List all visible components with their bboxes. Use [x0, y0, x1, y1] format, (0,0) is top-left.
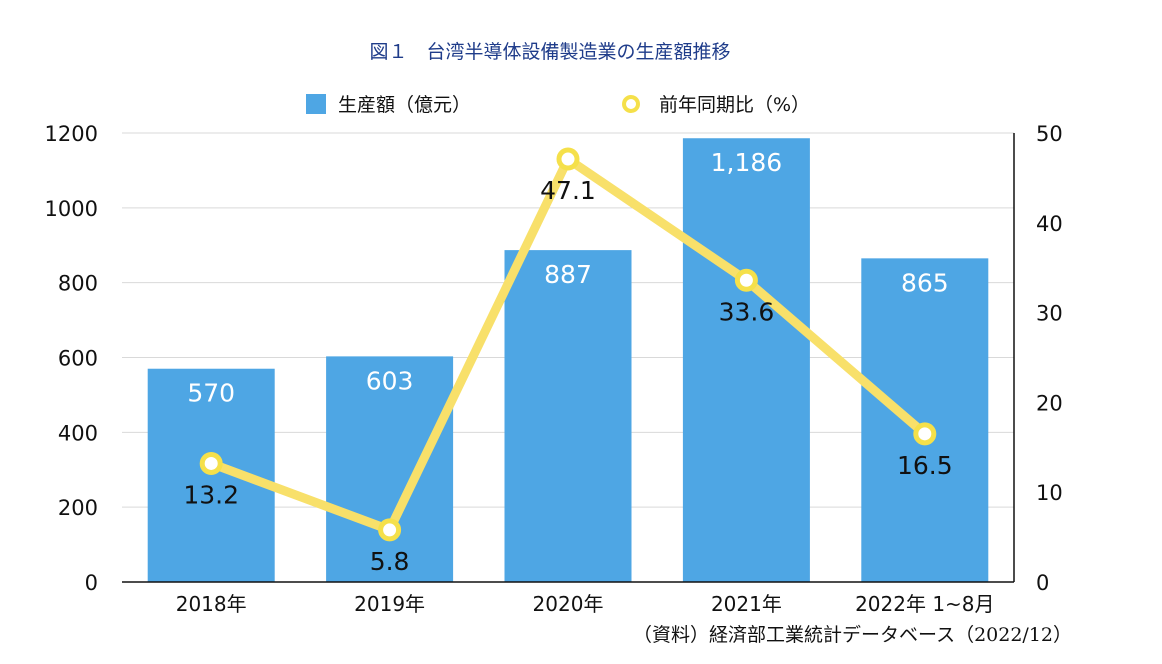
legend-bar-swatch	[306, 94, 326, 114]
bar-value-label: 603	[366, 366, 414, 395]
bar-value-label: 887	[544, 260, 592, 289]
x-tick-label: 2021年	[711, 592, 782, 616]
line-value-label: 5.8	[370, 547, 410, 576]
line-value-label: 33.6	[719, 297, 775, 326]
line-point	[556, 147, 580, 171]
y-left-tick-label: 400	[58, 421, 98, 445]
bar	[504, 250, 632, 582]
chart-title: 図１ 台湾半導体設備製造業の生産額推移	[369, 41, 730, 63]
legend-line-swatch	[622, 95, 640, 113]
legend: 生産額（億元） 前年同期比（%）	[306, 94, 810, 116]
line-value-label: 16.5	[897, 451, 953, 480]
x-tick-label: 2019年	[354, 592, 425, 616]
line-value-label: 13.2	[183, 480, 239, 509]
bar	[326, 356, 454, 582]
axes	[122, 133, 1015, 583]
y-right-tick-label: 10	[1036, 481, 1063, 505]
y-right-tick-label: 50	[1036, 122, 1063, 146]
bar	[682, 138, 810, 582]
y-right-tick-label: 40	[1036, 212, 1063, 236]
line-series	[199, 147, 937, 542]
data-labels: 570 603 887 1,186 865 13.2 5.8 47.1 33.6 16.5	[183, 148, 952, 576]
line-point	[199, 451, 223, 475]
x-tick-label: 2022年 1~8月	[855, 592, 994, 616]
source-note: （資料）経済部工業統計データベース（2022/12）	[633, 624, 1072, 646]
legend-line-label: 前年同期比（%）	[659, 94, 810, 116]
bar-value-label: 570	[187, 379, 235, 408]
bar-value-label: 1,186	[711, 148, 783, 177]
bars	[147, 138, 989, 582]
line-point	[378, 518, 402, 542]
x-tick-label: 2020年	[533, 592, 604, 616]
legend-bar-label: 生産額（億元）	[338, 94, 471, 116]
y-right-tick-label: 0	[1036, 571, 1049, 595]
y-right-tick-label: 20	[1036, 391, 1063, 415]
tick-labels: 0 200 400 600 800 1000 1200 0 10 20 30 40 50 2018年 201…	[45, 122, 1063, 616]
y-left-tick-label: 800	[58, 272, 98, 296]
y-left-tick-label: 1000	[45, 197, 98, 221]
y-left-tick-label: 1200	[45, 122, 98, 146]
bar-value-label: 865	[901, 268, 949, 297]
y-right-tick-label: 30	[1036, 302, 1063, 326]
y-left-tick-label: 600	[58, 347, 98, 371]
bar	[861, 258, 989, 582]
line-point	[734, 268, 758, 292]
x-tick-label: 2018年	[176, 592, 247, 616]
line-value-label: 47.1	[540, 176, 596, 205]
y-left-tick-label: 200	[58, 496, 98, 520]
y-left-tick-label: 0	[85, 571, 98, 595]
line-point	[913, 422, 937, 446]
